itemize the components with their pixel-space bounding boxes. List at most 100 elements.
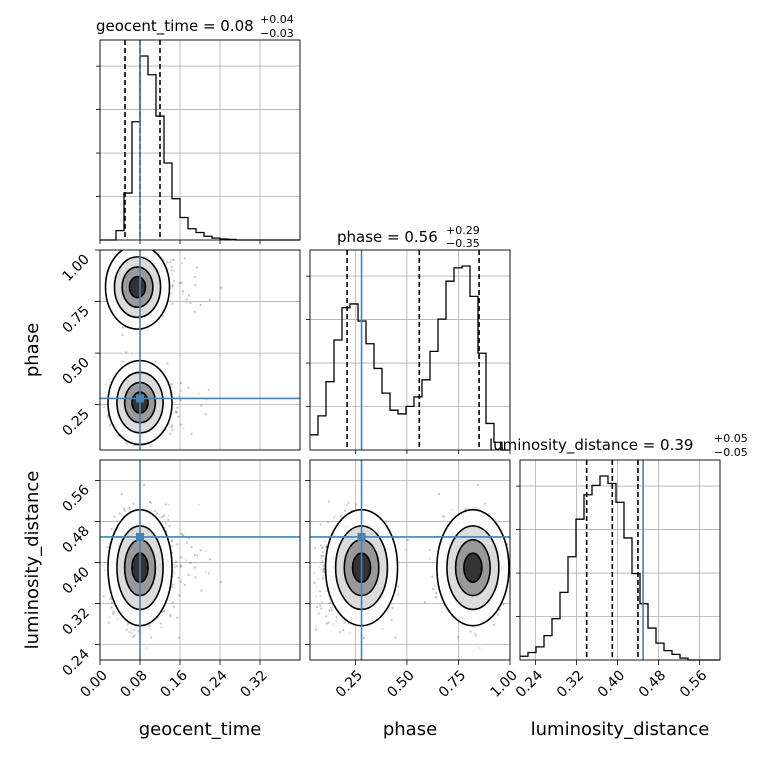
sample-point — [104, 569, 107, 572]
sample-point — [220, 286, 223, 289]
sample-point — [208, 558, 211, 561]
sample-point — [187, 294, 191, 297]
sample-point — [172, 583, 175, 586]
sample-point — [170, 265, 173, 268]
sample-point — [156, 455, 158, 457]
sample-point — [200, 404, 203, 407]
sample-point — [111, 612, 114, 615]
sample-point — [173, 571, 176, 574]
sample-point — [171, 428, 174, 432]
sample-point — [168, 425, 171, 429]
sample-point — [125, 442, 128, 445]
sample-point — [102, 406, 105, 409]
sample-point — [175, 410, 178, 413]
sample-point — [171, 601, 174, 604]
sample-point — [180, 580, 183, 583]
sample-point — [179, 565, 182, 568]
sample-point — [172, 401, 176, 404]
sample-point — [179, 381, 183, 385]
sample-point — [172, 279, 176, 282]
sample-point — [180, 261, 184, 265]
sample-point — [118, 512, 121, 515]
sample-point — [205, 549, 208, 553]
sample-point — [179, 381, 183, 385]
sample-point — [92, 584, 94, 586]
sample-point — [169, 613, 172, 616]
sample-point — [154, 360, 157, 363]
sample-point — [104, 383, 107, 386]
sample-point — [160, 625, 163, 629]
sample-point — [181, 292, 184, 295]
sample-point — [171, 286, 174, 289]
sample-point — [175, 564, 178, 567]
sample-point — [146, 329, 149, 332]
sample-point — [183, 257, 186, 260]
sample-point — [182, 533, 185, 536]
sample-point — [123, 509, 127, 512]
sample-point — [220, 581, 223, 584]
sample-point — [200, 589, 203, 592]
sample-point — [155, 512, 158, 515]
sample-point — [126, 623, 129, 626]
sample-point — [171, 284, 174, 287]
sample-point — [185, 298, 188, 301]
sample-point — [160, 451, 162, 453]
sample-point — [170, 269, 173, 272]
sample-point — [185, 301, 188, 304]
sample-point — [125, 457, 127, 459]
sample-point — [193, 310, 196, 313]
sample-point — [170, 424, 174, 427]
sample-point — [128, 509, 131, 512]
sample-point — [172, 279, 176, 282]
sample-point — [189, 561, 192, 565]
sample-point — [190, 432, 193, 435]
sample-point — [175, 411, 178, 414]
sample-point — [169, 258, 173, 261]
sample-point — [176, 245, 178, 247]
sample-point — [170, 291, 173, 294]
sample-point — [172, 258, 175, 262]
histogram-luminosity_distance — [520, 475, 720, 661]
sample-point — [180, 423, 183, 426]
sample-point — [170, 383, 173, 386]
sample-point — [172, 258, 175, 262]
contour-level — [128, 275, 147, 299]
sample-point — [187, 386, 190, 389]
sample-point — [128, 506, 131, 509]
sample-point — [149, 444, 152, 447]
sample-point — [156, 468, 158, 470]
sample-point — [161, 315, 165, 318]
sample-point — [121, 333, 124, 337]
sample-point — [121, 360, 125, 363]
sample-point — [125, 351, 128, 354]
sample-point — [177, 415, 180, 418]
sample-point — [132, 247, 134, 249]
sample-point — [116, 618, 119, 621]
sample-point — [108, 378, 111, 381]
sample-point — [122, 507, 126, 511]
sample-point — [180, 281, 183, 284]
sample-point — [124, 457, 126, 459]
sample-point — [165, 437, 168, 440]
sample-point — [180, 556, 183, 559]
sample-point — [177, 415, 180, 418]
sample-point — [190, 546, 193, 549]
sample-point — [170, 538, 174, 541]
sample-point — [170, 426, 173, 429]
sample-point — [175, 411, 178, 414]
sample-point — [142, 461, 144, 463]
sample-point — [204, 571, 207, 574]
sample-point — [159, 622, 162, 625]
sample-point — [173, 565, 176, 568]
sample-point — [131, 353, 134, 356]
sample-point — [173, 269, 176, 272]
sample-point — [149, 501, 152, 504]
histogram-geocent_time — [100, 55, 300, 241]
sample-point — [131, 636, 135, 639]
sample-point — [178, 636, 181, 639]
sample-point — [109, 598, 112, 601]
sample-point — [124, 457, 126, 459]
sample-point — [166, 362, 169, 365]
sample-point — [161, 515, 165, 518]
sample-point — [166, 260, 169, 264]
